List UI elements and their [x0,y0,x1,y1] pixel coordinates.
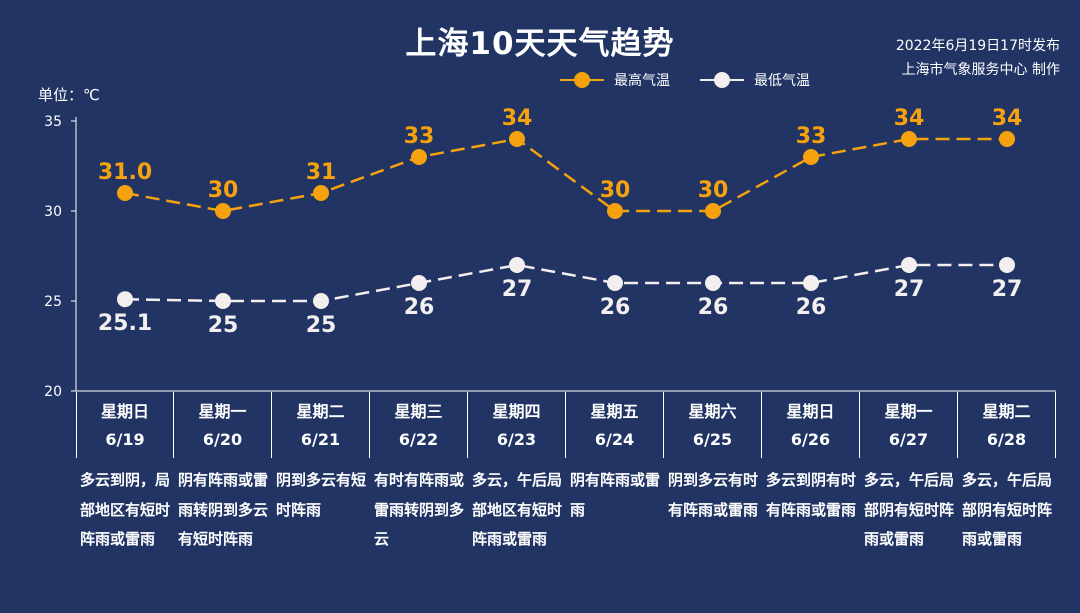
date-label: 6/21 [300,430,341,449]
weekday-label: 星期一 [198,402,247,421]
date-label: 6/28 [986,430,1027,449]
low-temp-line [124,263,1007,303]
date-label: 6/19 [105,430,145,449]
high-temp-label: 33 [796,124,827,149]
weather-description: 多云，午后局部阴有短时阵雨或雷雨 [962,471,1053,548]
weekday-label: 星期三 [394,402,443,421]
weather-description: 阴到多云有时有阵雨或雷雨 [668,471,759,519]
weather-description: 有时有阵雨或雷雨转阴到多云 [374,471,465,548]
legend-high-swatch [560,70,604,90]
weekday-label: 星期二 [296,402,345,421]
low-temp-label: 25 [208,313,239,338]
day-cell: 星期六 6/25 [664,392,762,458]
low-temp-point [411,275,427,291]
legend-low-label: 最低气温 [754,73,810,89]
high-temp-label: 30 [698,178,729,203]
low-temp-label: 27 [992,277,1023,302]
high-temp-point [901,131,917,147]
issue-info: 2022年6月19日17时发布 上海市气象服务中心 制作 [896,34,1060,82]
low-temp-label: 26 [600,295,631,320]
weather-description: 阴到多云有短时阵雨 [276,471,367,519]
high-temp-line [124,137,1007,213]
high-temp-label: 34 [992,106,1023,131]
high-temp-point [509,131,525,147]
legend-item-low: 最低气温 [700,70,810,90]
weather-description: 阴有阵雨或雷雨转阴到多云有短时阵雨 [178,471,269,548]
low-temp-label: 25.1 [98,311,152,336]
high-temp-point [117,185,133,201]
low-temp-point [509,257,525,273]
low-temp-label: 26 [404,295,435,320]
day-cell: 星期二 6/21 [272,392,370,458]
high-temp-point [411,149,427,165]
day-cell: 星期一 6/27 [860,392,958,458]
date-label: 6/22 [398,430,439,449]
date-label: 6/23 [496,430,537,449]
weekday-label: 星期六 [688,402,737,421]
low-temp-label: 26 [698,295,729,320]
low-temp-label: 26 [796,295,827,320]
y-tick-label: 30 [44,204,62,220]
unit-label: 单位：℃ [38,86,100,104]
high-temp-label: 30 [600,178,631,203]
day-cell: 星期日 6/19 [76,392,174,458]
weather-description: 多云到阴有时有阵雨或雷雨 [766,471,857,519]
legend-low-swatch [700,70,744,90]
low-temp-point [117,291,133,308]
high-temp-point [215,203,231,219]
day-cell: 星期一 6/20 [174,392,272,458]
date-label: 6/27 [888,430,929,449]
y-tick-label: 25 [44,294,62,310]
day-cell: 星期四 6/23 [468,392,566,458]
low-temp-point [705,275,721,291]
legend-high-label: 最高气温 [614,73,670,89]
high-temp-label: 31 [306,160,337,185]
day-cell: 星期三 6/22 [370,392,468,458]
weather-description: 多云，午后局部地区有短时阵雨或雷雨 [472,471,563,548]
high-temp-point [803,149,819,165]
weekday-label: 星期一 [884,402,933,421]
day-cell: 星期二 6/28 [958,392,1056,458]
low-temp-point [803,275,819,291]
low-temp-label: 27 [894,277,925,302]
day-cell: 星期日 6/26 [762,392,860,458]
legend: 最高气温 最低气温 [560,70,810,90]
low-temp-point [901,257,917,273]
low-temp-point [313,293,329,309]
high-temp-point [313,185,329,201]
weekday-label: 星期二 [982,402,1031,421]
low-temp-label: 27 [502,277,533,302]
weekday-label: 星期四 [492,402,541,421]
high-temp-point [705,203,721,219]
low-temp-point [999,257,1015,273]
weather-description: 多云到阴，局部地区有短时阵雨或雷雨 [80,471,171,548]
weather-description: 多云，午后局部阴有短时阵雨或雷雨 [864,471,955,548]
weekday-label: 星期日 [100,402,149,421]
weekday-label: 星期日 [786,402,835,421]
issuer: 上海市气象服务中心 制作 [901,62,1060,78]
weekday-label: 星期五 [590,402,639,421]
low-temp-point [607,275,623,291]
high-temp-label: 34 [502,106,533,131]
low-temp-label: 25 [306,313,337,338]
high-temp-point [999,131,1015,147]
day-cell: 星期五 6/24 [566,392,664,458]
high-temp-label: 31.0 [98,160,152,185]
high-temp-label: 30 [208,178,239,203]
y-tick-label: 35 [44,114,62,130]
high-temp-point [607,203,623,219]
high-temp-label: 34 [894,106,925,131]
weather-description: 阴有阵雨或雷雨 [570,471,661,519]
low-temp-point [215,293,231,309]
date-label: 6/20 [202,430,243,449]
high-temp-label: 33 [404,124,435,149]
date-label: 6/26 [790,430,831,449]
issue-date: 2022年6月19日17时发布 [895,38,1060,54]
date-label: 6/25 [692,430,733,449]
chart-title: 上海10天天气趋势 [405,26,675,62]
y-tick-label: 20 [44,384,62,400]
date-label: 6/24 [594,430,635,449]
legend-item-high: 最高气温 [560,70,670,90]
